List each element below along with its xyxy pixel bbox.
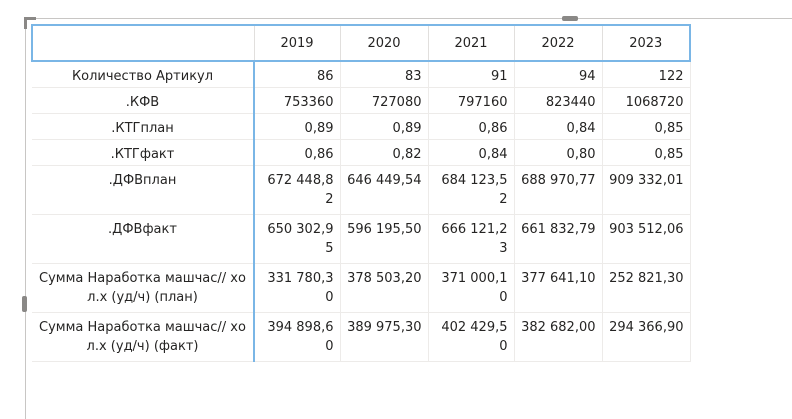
column-header-2021[interactable]: 2021 <box>428 24 515 62</box>
column-header-2019[interactable]: 2019 <box>254 24 341 62</box>
table-cell: 402 429,50 <box>428 312 515 362</box>
table-row: .КТГфакт 0,86 0,82 0,84 0,80 0,85 <box>32 139 691 166</box>
table-cell: 753360 <box>254 87 341 114</box>
resize-handle-top-left[interactable] <box>24 17 36 29</box>
matrix-table: 2019 2020 2021 2022 2023 Количество Арти… <box>31 24 691 362</box>
table-row: .ДФВфакт 650 302,95 596 195,50 666 121,2… <box>32 214 691 264</box>
table-cell: 0,80 <box>514 139 603 166</box>
table-cell: 378 503,20 <box>340 263 429 313</box>
table-cell: 688 970,77 <box>514 165 603 215</box>
table-cell: 83 <box>340 61 429 88</box>
table-row: Сумма Наработка машчас// хол.х (уд/ч) (п… <box>32 263 691 313</box>
corner-header <box>31 24 255 62</box>
table-cell: 0,89 <box>340 113 429 140</box>
column-header-2022[interactable]: 2022 <box>514 24 603 62</box>
table-row: Сумма Наработка машчас// хол.х (уд/ч) (ф… <box>32 312 691 362</box>
table-cell: 122 <box>602 61 691 88</box>
visual-container[interactable] <box>25 18 792 419</box>
row-header[interactable]: .КТГплан <box>32 113 255 140</box>
table-cell: 294 366,90 <box>602 312 691 362</box>
row-header[interactable]: .КФВ <box>32 87 255 114</box>
table-cell: 86 <box>254 61 341 88</box>
table-cell: 382 682,00 <box>514 312 603 362</box>
row-header[interactable]: .ДФВфакт <box>32 214 255 264</box>
table-cell: 0,86 <box>254 139 341 166</box>
table-cell: 0,89 <box>254 113 341 140</box>
table-cell: 797160 <box>428 87 515 114</box>
table-cell: 666 121,23 <box>428 214 515 264</box>
table-row: .ДФВплан 672 448,82 646 449,54 684 123,5… <box>32 165 691 215</box>
table-cell: 672 448,82 <box>254 165 341 215</box>
table-cell: 0,86 <box>428 113 515 140</box>
table-cell: 684 123,52 <box>428 165 515 215</box>
row-header[interactable]: Сумма Наработка машчас// хол.х (уд/ч) (п… <box>32 263 255 313</box>
table-cell: 0,82 <box>340 139 429 166</box>
row-header[interactable]: .ДФВплан <box>32 165 255 215</box>
table-cell: 1068720 <box>602 87 691 114</box>
row-header[interactable]: Сумма Наработка машчас// хол.х (уд/ч) (ф… <box>32 312 255 362</box>
table-cell: 394 898,60 <box>254 312 341 362</box>
table-cell: 909 332,01 <box>602 165 691 215</box>
resize-handle-top[interactable] <box>562 16 578 21</box>
column-header-2023[interactable]: 2023 <box>602 24 691 62</box>
header-row: 2019 2020 2021 2022 2023 <box>31 24 691 62</box>
table-cell: 646 449,54 <box>340 165 429 215</box>
table-cell: 0,84 <box>514 113 603 140</box>
table-cell: 0,84 <box>428 139 515 166</box>
table-cell: 0,85 <box>602 113 691 140</box>
table-cell: 252 821,30 <box>602 263 691 313</box>
table-row: .КТГплан 0,89 0,89 0,86 0,84 0,85 <box>32 113 691 140</box>
table-cell: 331 780,30 <box>254 263 341 313</box>
column-header-2020[interactable]: 2020 <box>340 24 429 62</box>
table-row: .КФВ 753360 727080 797160 823440 1068720 <box>32 87 691 114</box>
table-cell: 94 <box>514 61 603 88</box>
table-cell: 903 512,06 <box>602 214 691 264</box>
table-cell: 727080 <box>340 87 429 114</box>
resize-handle-left[interactable] <box>22 296 27 312</box>
row-header[interactable]: .КТГфакт <box>32 139 255 166</box>
table-cell: 596 195,50 <box>340 214 429 264</box>
table-cell: 823440 <box>514 87 603 114</box>
row-header[interactable]: Количество Артикул <box>32 61 255 88</box>
table-cell: 0,85 <box>602 139 691 166</box>
table-cell: 389 975,30 <box>340 312 429 362</box>
table-cell: 650 302,95 <box>254 214 341 264</box>
table-row: Количество Артикул 86 83 91 94 122 <box>32 61 691 88</box>
table-cell: 371 000,10 <box>428 263 515 313</box>
table-cell: 661 832,79 <box>514 214 603 264</box>
table-cell: 91 <box>428 61 515 88</box>
table-cell: 377 641,10 <box>514 263 603 313</box>
